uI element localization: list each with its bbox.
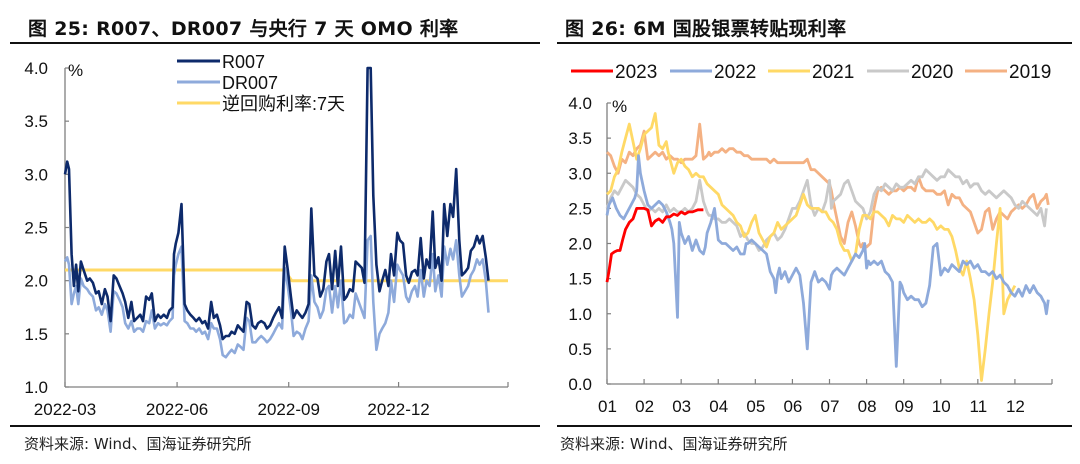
series-line-2021 [606,112,1017,382]
x-tick-label: 01 [598,397,617,416]
left-source-rule [10,425,540,427]
series-line-DR007 [63,234,490,359]
x-tick-label: 04 [709,397,728,416]
x-tick-label: 07 [821,397,840,416]
x-tick-label: 2022-12 [367,400,429,419]
y-tick-label: 1.0 [24,378,48,397]
series-line-2022 [605,154,1050,368]
y-tick-label: 0.0 [568,375,592,394]
right-source-rule [557,425,1072,427]
y-tick-label: 1.0 [568,305,592,324]
x-tick-label: 11 [970,397,988,416]
chart-6m-bill-discount-rate: 0.0 0.5 1.0 1.5 2.0 2.5 3.0 3.5 4.0 % 01 02 03 04 05 06… [568,62,1053,416]
left-source-note: 资料来源: Wind、国海证券研究所 [24,435,252,453]
legend-item-2022-label: 2022 [714,62,756,83]
legend-item-2021-label: 2021 [812,62,854,83]
y-tick-label: 2.0 [568,235,592,254]
x-tick-label: 2022-03 [34,400,96,419]
x-tick-label: 2022-06 [146,400,208,419]
x-tick-label: 03 [672,397,691,416]
y-tick-label: 2.0 [24,272,48,291]
y-tick-label: 3.0 [24,165,48,184]
x-tick-label: 10 [932,397,951,416]
x-tick-label: 08 [858,397,877,416]
series-line-2023 [605,206,704,283]
legend-item-2020-label: 2020 [911,62,953,83]
left-chart-title: 图 25: R007、DR007 与央行 7 天 OMO 利率 [28,18,459,40]
y-tick-label: 3.0 [568,164,592,183]
x-tick-label: 02 [635,397,654,416]
x-tick-label: 12 [1006,397,1025,416]
y-tick-label: 2.5 [24,219,48,238]
x-tick-label: 2022-09 [258,400,320,419]
left-title-rule [10,42,540,44]
y-tick-label: 2.5 [568,199,592,218]
y-tick-label: 1.5 [24,325,48,344]
y-tick-label: 3.5 [568,129,592,148]
x-tick-label: 06 [783,397,802,416]
legend-item-dr007-label: DR007 [222,73,278,93]
legend-item-omo-7d-label: 逆回购利率:7天 [222,94,345,114]
legend-item-r007-label: R007 [222,52,265,72]
legend-item-2019-label: 2019 [1009,62,1051,83]
y-unit-label: % [68,61,83,80]
y-tick-label: 4.0 [568,94,592,113]
y-unit-label: % [612,97,627,116]
y-tick-label: 1.5 [568,270,592,289]
y-tick-label: 4.0 [24,59,48,78]
chart-r007-dr007-omo: 1.0 1.5 2.0 2.5 3.0 3.5 4.0 % 2022-03 2022-06 2022… [24,52,509,419]
x-tick-label: 09 [895,397,914,416]
series-line-R007 [63,66,490,341]
right-source-note: 资料来源: Wind、国海证券研究所 [560,435,788,453]
legend-item-2023-label: 2023 [615,62,657,83]
right-title-rule [557,42,1072,44]
x-tick-label: 05 [746,397,765,416]
right-chart-title: 图 26: 6M 国股银票转贴现利率 [565,18,847,40]
y-tick-label: 3.5 [24,112,48,131]
y-tick-label: 0.5 [568,340,592,359]
